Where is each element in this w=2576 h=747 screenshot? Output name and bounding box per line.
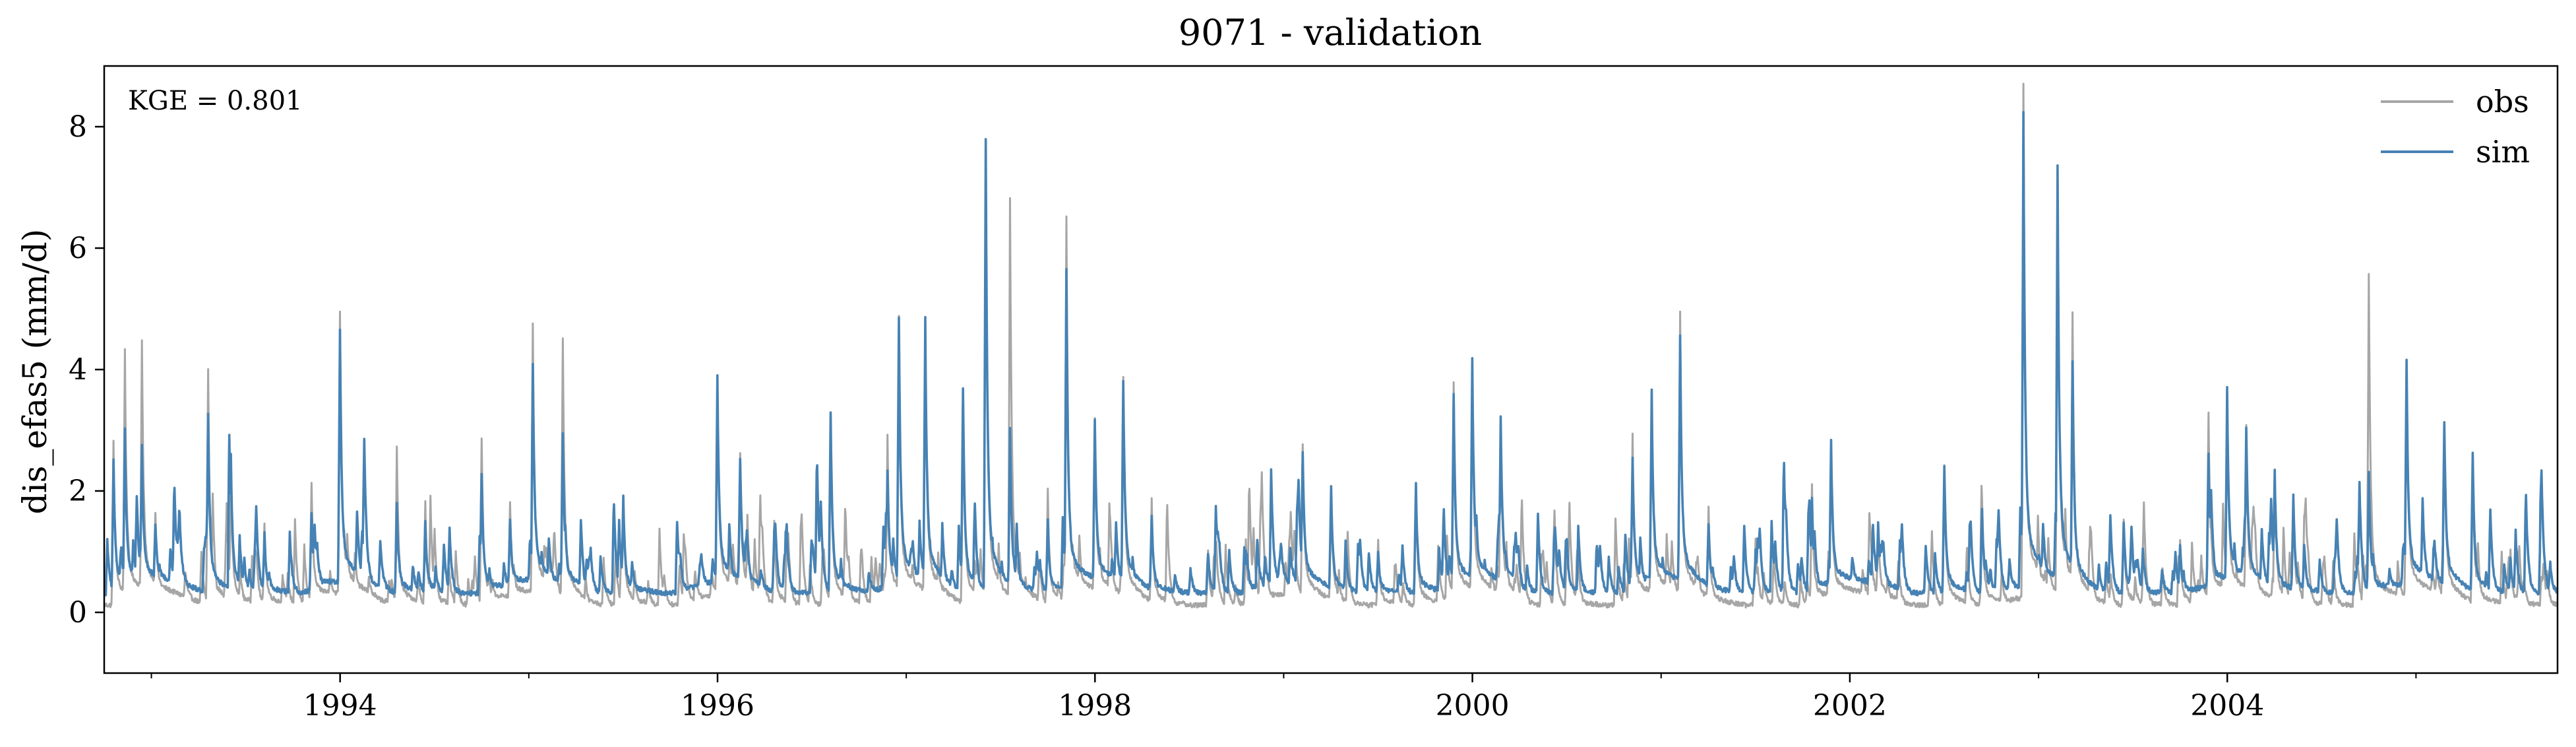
y-tick-label: 0 [69, 596, 87, 630]
y-tick-label: 6 [69, 232, 87, 265]
x-tick-label: 1998 [1058, 689, 1132, 723]
y-tick-label: 2 [69, 474, 87, 508]
x-tick-label: 2000 [1436, 689, 1510, 723]
y-tick-label: 4 [69, 353, 87, 387]
x-tick-label: 2004 [2190, 689, 2264, 723]
legend: obs sim [2381, 84, 2530, 170]
legend-label-obs: obs [2476, 84, 2529, 119]
x-tick-label: 2002 [1813, 689, 1887, 723]
x-axis: 1994 1996 1998 2000 2002 2004 [150, 673, 2417, 723]
x-tick-label: 1996 [681, 689, 754, 723]
y-tick-label: 8 [69, 110, 87, 144]
series-layer [104, 82, 2558, 609]
y-axis-label: dis_efas5 (mm/d) [16, 229, 54, 515]
x-tick-label: 1994 [303, 689, 377, 723]
series-line-sim [104, 111, 2558, 597]
y-axis: 0 2 4 6 8 [69, 110, 104, 630]
chart-title: 9071 - validation [1179, 12, 1482, 53]
legend-label-sim: sim [2476, 134, 2530, 170]
kge-annotation: KGE = 0.801 [128, 86, 303, 116]
